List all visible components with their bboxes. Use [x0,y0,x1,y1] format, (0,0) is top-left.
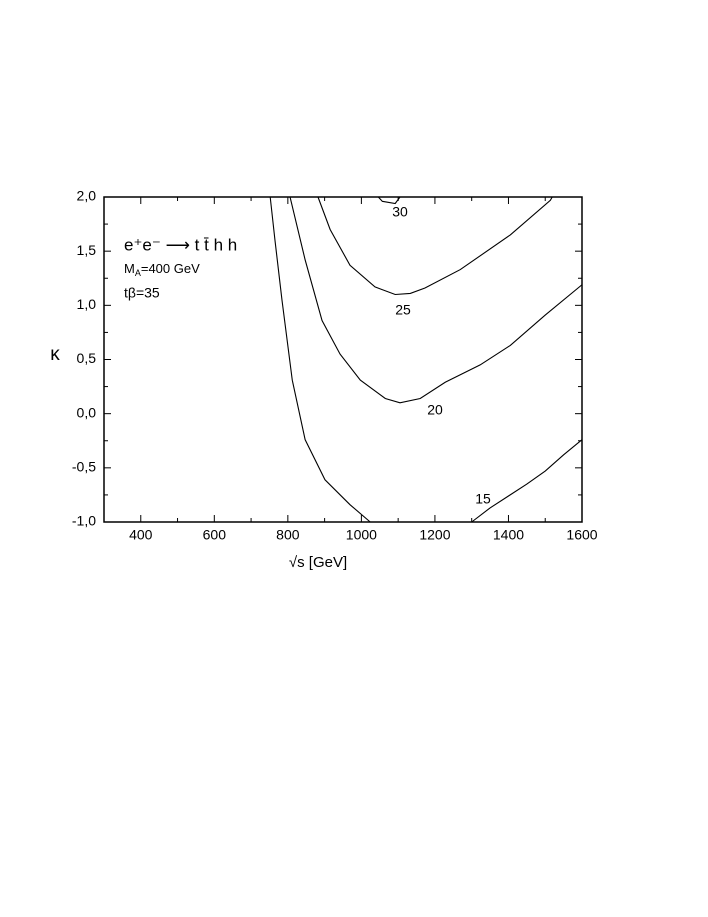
x-axis-label: √s [GeV] [289,554,347,571]
x-tick-label: 400 [129,527,153,543]
x-tick-label: 1600 [566,527,597,543]
y-axis-label: κ [50,344,60,365]
mass-label: MA=400 GeV [124,261,200,278]
y-tick-label: 2,0 [77,188,97,204]
contour-label: 15 [475,491,491,507]
y-tick-label: 1,0 [77,296,97,312]
tanbeta-label: tβ=35 [124,285,160,301]
mass-value: =400 GeV [141,261,200,276]
y-tick-label: 0,0 [77,404,97,420]
x-tick-label: 1200 [419,527,450,543]
x-tick-label: 1400 [493,527,524,543]
y-tick-label: 1,5 [77,242,97,258]
contour-label: 25 [395,302,411,318]
y-tick-label: 0,5 [77,350,97,366]
contour-line [377,196,401,205]
x-tick-label: 800 [276,527,300,543]
y-tick-label: -0,5 [72,459,96,475]
contour-line [289,196,583,404]
x-tick-label: 600 [203,527,227,543]
mass-symbol: M [124,261,135,276]
contour-line [317,196,553,296]
contour-line [269,196,371,523]
process-label: e⁺e⁻ ⟶ t t̄ h h [124,235,237,254]
y-tick-label: -1,0 [72,513,96,529]
contour-line [471,439,583,523]
contour-label: 20 [427,402,443,418]
contour-label: 30 [392,204,408,220]
x-tick-label: 1000 [346,527,377,543]
mass-subscript: A [135,268,141,278]
